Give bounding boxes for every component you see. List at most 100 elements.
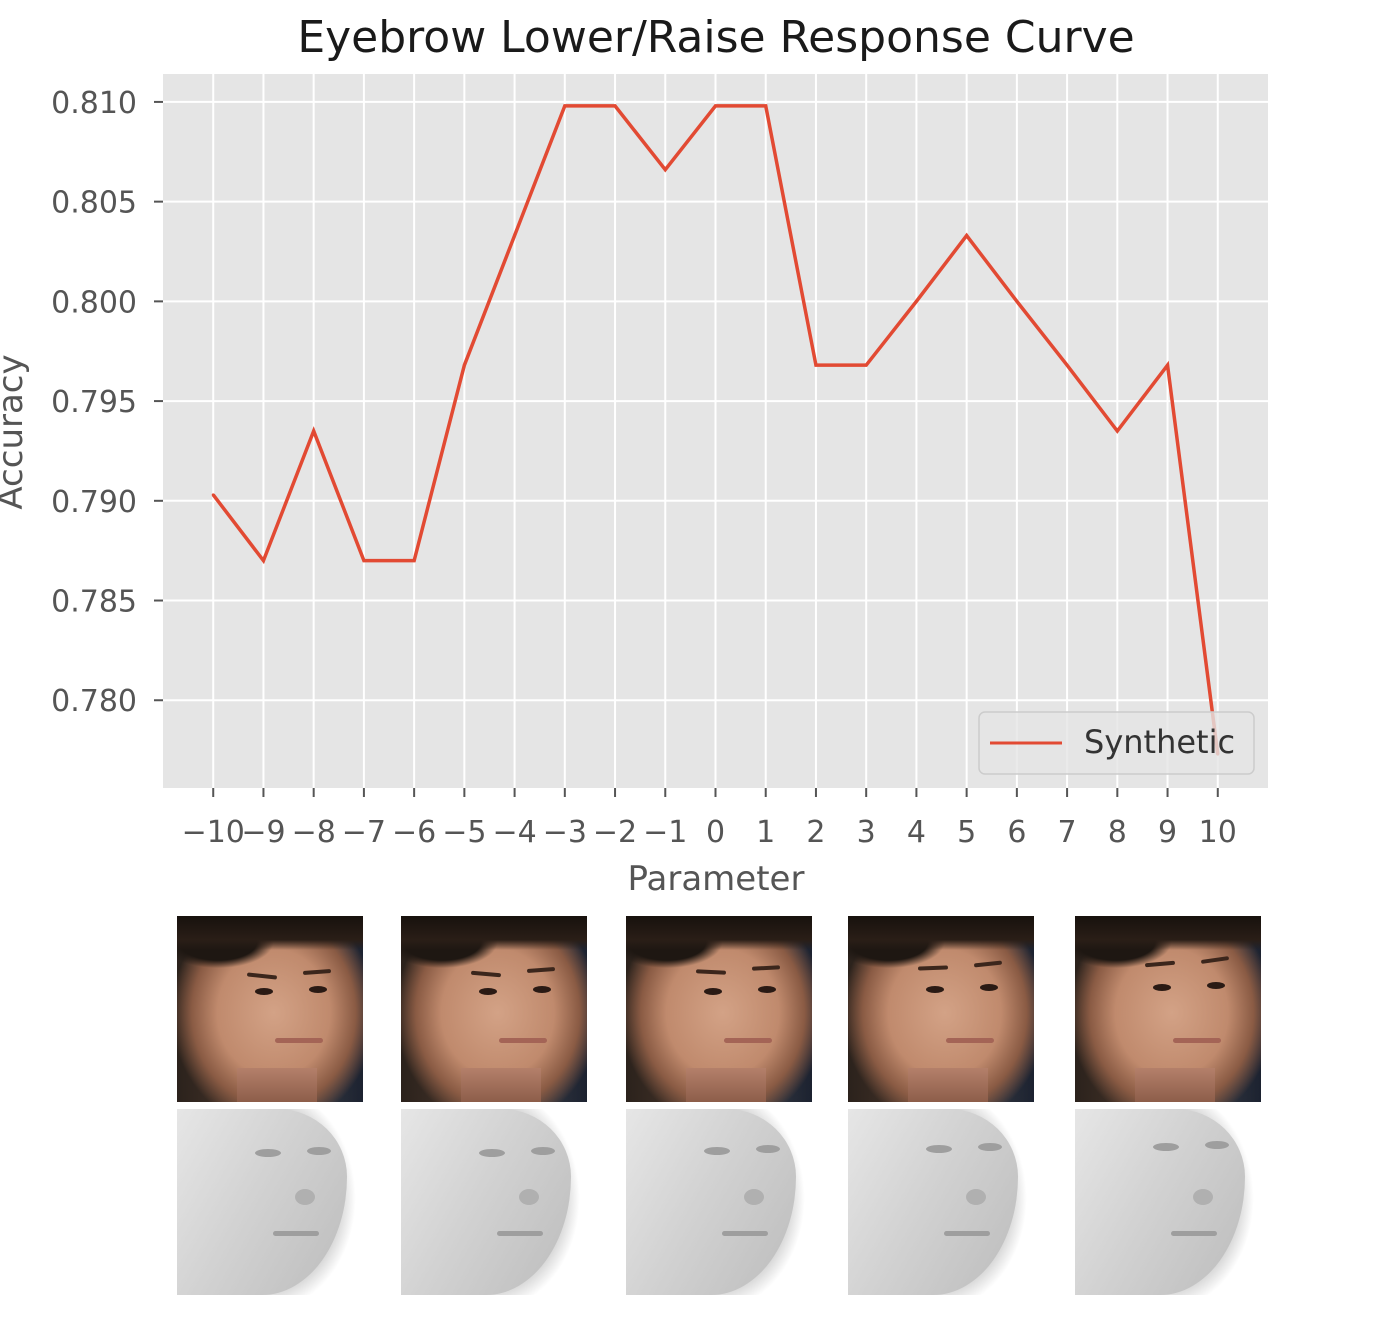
mesh-head-shape [401, 1109, 571, 1295]
right-eyebrow-shape [302, 969, 332, 975]
left-eyebrow-shape [470, 970, 502, 978]
face-photo-thumbnail [177, 916, 363, 1102]
mesh-eye-shape [1205, 1141, 1229, 1149]
face-mesh-thumbnail [626, 1109, 812, 1295]
left-eyebrow-shape [695, 969, 727, 975]
neck-shape [461, 1068, 541, 1102]
right-eye-shape [1207, 982, 1225, 989]
x-tick-label: 9 [1158, 815, 1177, 850]
right-eye-shape [533, 986, 551, 993]
y-tick-label: 0.800 [51, 285, 137, 320]
hair-shape [626, 916, 812, 950]
left-eye-shape [1153, 984, 1171, 991]
x-tick-label: 8 [1108, 815, 1127, 850]
x-tick-label: −9 [241, 815, 285, 850]
x-tick-label: 7 [1058, 815, 1077, 850]
data-point [814, 363, 818, 367]
mesh-nose-shape [1193, 1189, 1213, 1205]
mouth-shape [275, 1038, 323, 1043]
y-tick-label: 0.805 [51, 186, 137, 221]
x-tick-label: 0 [706, 815, 725, 850]
data-point [563, 104, 567, 108]
right-eye-shape [980, 984, 998, 991]
x-tick-label: −8 [292, 815, 336, 850]
y-tick-label: 0.785 [51, 585, 137, 620]
x-tick-label: 6 [1007, 815, 1026, 850]
legend-entry-synthetic: Synthetic [1084, 723, 1235, 761]
y-axis-label: Accuracy [0, 354, 31, 509]
mesh-eye-shape [479, 1149, 505, 1157]
face-mesh-thumbnail [401, 1109, 587, 1295]
data-point [261, 559, 265, 563]
data-point [864, 363, 868, 367]
mesh-nose-shape [744, 1189, 764, 1205]
mesh-head-shape [177, 1109, 347, 1295]
neck-shape [237, 1068, 317, 1102]
face-mesh-thumbnail [1075, 1109, 1261, 1295]
mesh-eye-shape [978, 1143, 1002, 1151]
right-eyebrow-shape [1200, 956, 1230, 964]
x-tick-label: 4 [907, 815, 926, 850]
mouth-shape [946, 1038, 994, 1043]
x-tick-label: 3 [857, 815, 876, 850]
x-tick-label: −1 [643, 815, 687, 850]
x-tick-label: −3 [543, 815, 587, 850]
left-eyebrow-shape [917, 965, 949, 971]
left-eye-shape [704, 988, 722, 995]
mesh-eye-shape [531, 1147, 555, 1155]
mouth-shape [1173, 1038, 1221, 1043]
legend-box [978, 711, 1255, 775]
data-point [764, 104, 768, 108]
face-photo-thumbnail [401, 916, 587, 1102]
data-point [914, 299, 918, 303]
face-photo-thumbnail [848, 916, 1034, 1102]
right-eye-shape [309, 986, 327, 993]
data-point [462, 363, 466, 367]
mesh-nose-shape [519, 1189, 539, 1205]
mesh-mouth-shape [944, 1231, 990, 1236]
neck-shape [686, 1068, 766, 1102]
left-eye-shape [255, 988, 273, 995]
legend: Synthetic [978, 711, 1255, 775]
x-tick-label: −10 [182, 815, 245, 850]
y-tick-label: 0.780 [51, 684, 137, 719]
face-photo-thumbnail [626, 916, 812, 1102]
x-axis-ticks: −10−9 −8 −7 −6 −5 −4 −3 −2 −1 0 1 2 3 4 5 6 7 8 9 10 [182, 788, 1237, 850]
mesh-head-shape [1075, 1109, 1245, 1295]
left-eye-shape [926, 986, 944, 993]
mesh-eye-shape [1153, 1143, 1179, 1151]
x-tick-label: −6 [392, 815, 436, 850]
mesh-head-shape [848, 1109, 1018, 1295]
mesh-eye-shape [307, 1147, 331, 1155]
face-mesh-thumbnail [177, 1109, 363, 1295]
y-axis-ticks: 0.780 0.785 0.790 0.795 0.800 0.805 0.810 [51, 86, 163, 719]
x-tick-label: 1 [756, 815, 775, 850]
neck-shape [1135, 1068, 1215, 1102]
data-point [1015, 299, 1019, 303]
data-point [1166, 363, 1170, 367]
mesh-eye-shape [704, 1147, 730, 1155]
x-tick-label: −4 [492, 815, 536, 850]
x-tick-label: 2 [806, 815, 825, 850]
right-eyebrow-shape [751, 965, 781, 971]
data-point [412, 559, 416, 563]
series-layer [211, 104, 1220, 756]
right-eyebrow-shape [526, 967, 556, 973]
data-point [211, 493, 215, 497]
x-axis-label: Parameter [628, 859, 805, 899]
mouth-shape [724, 1038, 772, 1043]
data-point [1065, 363, 1069, 367]
hair-shape [177, 916, 363, 950]
mesh-mouth-shape [1171, 1231, 1217, 1236]
y-tick-label: 0.810 [51, 86, 137, 121]
neck-shape [908, 1068, 988, 1102]
mesh-nose-shape [966, 1189, 986, 1205]
right-eyebrow-shape [973, 960, 1003, 968]
x-tick-label: −5 [442, 815, 486, 850]
mesh-mouth-shape [722, 1231, 768, 1236]
x-tick-label: −7 [342, 815, 386, 850]
y-tick-label: 0.795 [51, 385, 137, 420]
x-tick-label: 10 [1199, 815, 1237, 850]
y-tick-label: 0.790 [51, 485, 137, 520]
response-curve-chart: Eyebrow Lower/Raise Response Curve −10−9… [0, 12, 1268, 899]
